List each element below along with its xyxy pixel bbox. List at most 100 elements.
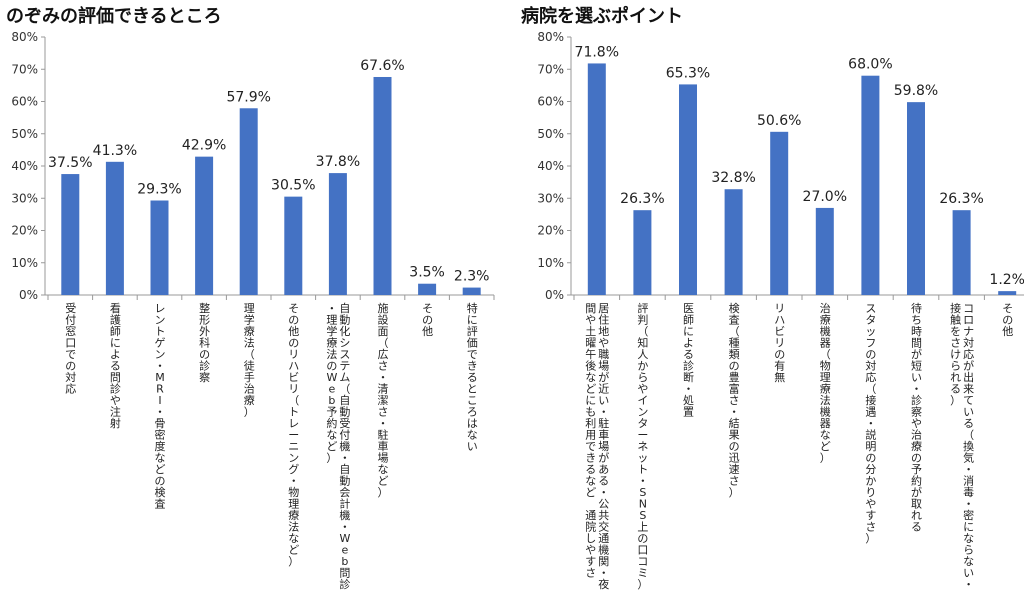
category-char: 付 [339, 429, 350, 442]
category-char: M [155, 371, 165, 384]
category-char: ・ [326, 302, 337, 315]
data-label: 67.6% [360, 58, 404, 74]
category-char: 療 [820, 313, 831, 327]
category-char: ・ [963, 498, 974, 511]
category-char: 近 [598, 383, 609, 396]
category-char: 度 [155, 439, 166, 453]
category-char: に [110, 337, 121, 350]
category-char: 明 [865, 440, 876, 453]
category-char: 診 [683, 359, 694, 373]
category-char: ・ [963, 463, 974, 476]
category-char: 療 [326, 336, 337, 350]
category-char: ハ [288, 360, 299, 373]
category-char: い [911, 371, 922, 384]
category-char: ） [729, 486, 740, 499]
category-char: 動 [339, 313, 350, 327]
category-char: タ [637, 417, 648, 430]
category-char: 査 [155, 497, 166, 511]
bar [907, 102, 925, 296]
data-label: 2.3% [454, 269, 490, 285]
category-char: S [639, 486, 646, 499]
category-char: ・ [288, 475, 299, 488]
category-char: や [911, 417, 922, 430]
category-char: （ [963, 429, 974, 442]
category-char: コ [637, 555, 648, 568]
category-char: き [467, 360, 478, 373]
category-char: い [598, 394, 609, 407]
category-char: な [963, 555, 974, 568]
category-char: ン [288, 452, 299, 465]
category-char: グ [288, 462, 299, 476]
category-char: ・ [683, 383, 694, 396]
category-char: に [683, 325, 694, 338]
y-tick-label: 80% [11, 30, 38, 44]
y-tick-label: 30% [537, 191, 564, 205]
category-char: 査 [729, 313, 740, 327]
y-tick-label: 50% [537, 127, 564, 141]
category-char: 機 [820, 405, 831, 419]
category-char: 機 [339, 439, 350, 453]
category-char: ） [288, 555, 299, 568]
category-char: 価 [467, 337, 478, 350]
category-char: る [467, 371, 478, 384]
category-char: 検 [729, 301, 740, 315]
y-tick-label: 60% [11, 95, 38, 109]
category-char: （ [637, 325, 648, 338]
data-label: 30.5% [271, 178, 315, 194]
bar [105, 161, 124, 295]
data-label: 26.3% [939, 191, 983, 207]
category-char: よ [683, 337, 694, 350]
category-char: 住 [598, 313, 609, 327]
category-char: ン [155, 348, 166, 361]
category-char: 密 [155, 428, 166, 442]
category-char: か [637, 360, 648, 373]
category-char: 理 [326, 314, 337, 327]
category-char: そ [288, 302, 299, 315]
category-char: （ [339, 383, 350, 396]
category-char: ・ [155, 360, 166, 373]
category-char: や [585, 314, 596, 327]
category-char: ビ [288, 371, 299, 384]
y-tick-label: 20% [11, 224, 38, 238]
category-char: リ [288, 383, 299, 396]
bar [724, 189, 743, 295]
category-char: 機 [339, 508, 350, 522]
category-char: る [585, 463, 596, 476]
category-char: 夜 [598, 577, 609, 591]
category-char: が [911, 347, 922, 361]
category-char: の [729, 440, 740, 453]
chart-hospital-choice-svg: 0%10%20%30%40%50%60%70%80%71.8%居住地や職場が近い… [537, 30, 1024, 591]
category-char: 上 [637, 521, 648, 534]
category-char: ・ [378, 371, 389, 384]
category-char: 対 [65, 370, 76, 384]
category-char: ゲ [155, 337, 166, 350]
category-char: 広 [378, 348, 389, 361]
category-char: 院 [585, 520, 596, 534]
category-char: 触 [950, 313, 961, 327]
category-char: ロ [963, 314, 974, 327]
category-char: b [341, 555, 348, 568]
chart-evaluation-svg: 0%10%20%30%40%50%60%70%80%37.5%受付窓口での対応4… [11, 30, 495, 591]
category-char: 間 [911, 337, 922, 350]
category-char: な [467, 429, 478, 442]
category-char: 形 [199, 314, 210, 327]
category-char: レ [155, 302, 166, 315]
category-char: 場 [598, 440, 609, 453]
category-char: ・ [339, 452, 350, 465]
category-char: ・ [155, 406, 166, 419]
category-char: ど [288, 544, 299, 557]
category-char: 説 [865, 428, 876, 442]
category-char: 療 [911, 439, 922, 453]
category-char: 師 [683, 314, 694, 327]
category-char: で [585, 440, 596, 453]
category-char: を [950, 325, 961, 338]
category-char: 他 [1002, 325, 1013, 338]
data-label: 29.3% [137, 182, 181, 198]
category-char: 診 [199, 359, 210, 373]
